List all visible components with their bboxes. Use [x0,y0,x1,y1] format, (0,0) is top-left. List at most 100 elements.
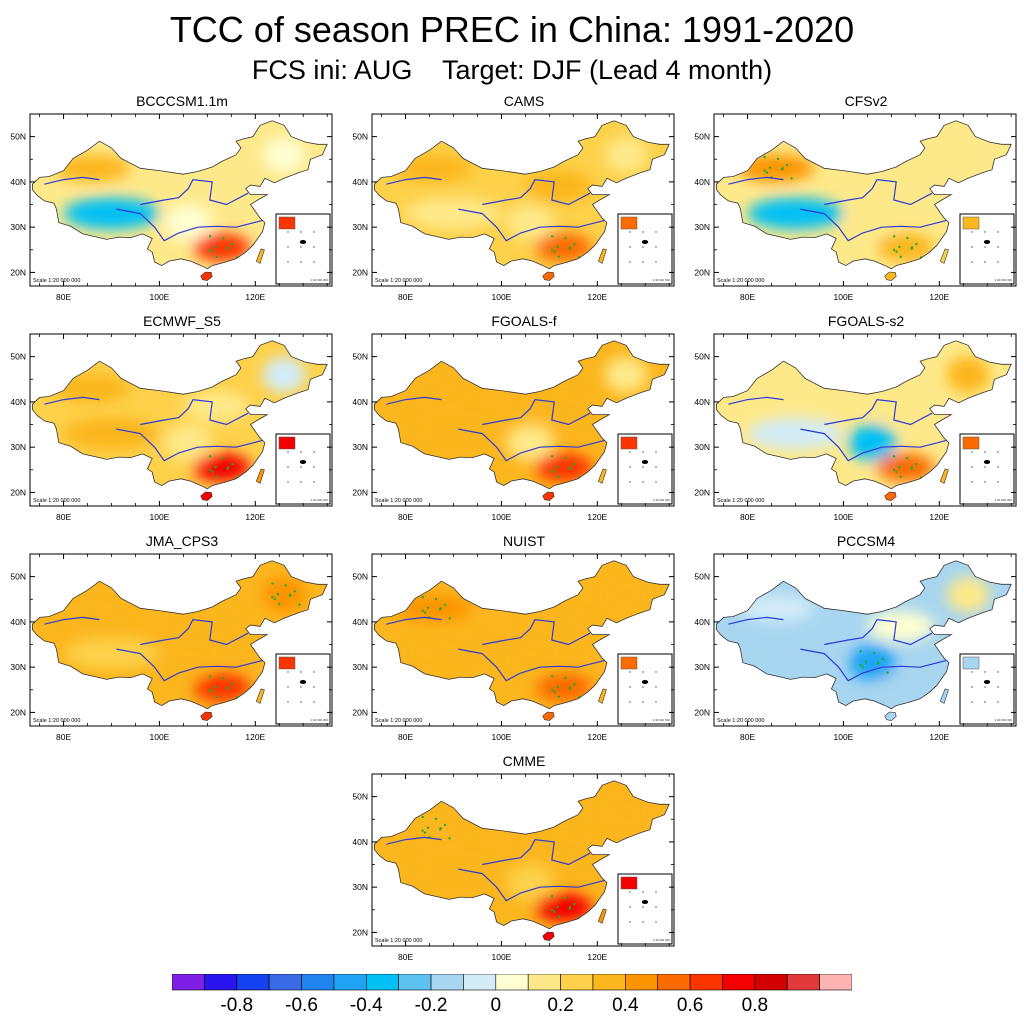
inset-dot [984,261,986,263]
significance-dot [573,682,576,686]
yellow-river [482,618,591,646]
colorbar-swatch [689,974,723,991]
lat-tick-label: 30N [694,442,710,452]
lat-tick-label: 40N [10,177,26,187]
tarim-river [728,396,784,405]
lat-tick-label: 50N [694,352,710,362]
inset-coast [278,216,296,230]
region-north [867,170,935,203]
colorbar-label: 0.6 [677,995,703,1016]
yangtze-river [116,428,263,462]
map-panel: PCCSM4 1:40 000 000 Scale 1:20 000 000 20N 3… [686,532,1024,746]
significance-dot [214,685,217,689]
inset-dot [655,686,657,688]
inset-coast [962,436,980,450]
inset-dot [313,231,315,233]
region-north [183,610,251,643]
significance-dot [208,235,212,238]
inset-dot [300,231,302,233]
colorbar-swatch [172,974,205,991]
inset-coast [962,216,980,230]
significance-dot [876,662,880,665]
panel-title: JMA_CPS3 [145,533,219,549]
hainan-island [884,711,897,721]
inset-island [641,240,649,244]
map-panel: BCCCSM1.1m 1:40 000 000 Scale 1:20 000 000… [2,92,342,306]
inset-dot [997,246,999,248]
lon-tick-label: 80E [56,732,71,742]
lon-tick-label: 100E [491,732,511,742]
region-central [506,864,555,901]
colorbar-swatch [430,974,464,991]
colorbar-swatch [786,974,820,991]
scale-label: Scale 1:20 000 000 [717,718,764,724]
inset-dot [642,701,644,703]
map-plot: 1:40 000 000 Scale 1:20 000 000 20N 30N 40N 5… [10,113,333,302]
inset-scale-label: 1:40 000 000 [652,498,670,502]
inset-dot [642,231,644,233]
inset-dot [629,451,631,453]
significance-dot [288,594,292,597]
hainan-island [200,711,213,721]
significance-dot [564,896,567,900]
inset-dot [655,246,657,248]
region-northwest [395,154,473,182]
map-plot: 1:40 000 000 Scale 1:20 000 000 20N 30N 40N 5… [352,773,675,962]
panel-title: NUIST [503,533,545,549]
significance-dot [550,235,554,238]
significance-dot [271,595,274,599]
hainan-island [200,271,213,281]
yangtze-river [116,208,263,242]
region-south [192,673,251,703]
yellow-river [140,618,249,646]
lat-tick-label: 40N [694,177,710,187]
panel-title: FGOALS-s2 [827,313,905,329]
lat-tick-label: 50N [10,572,26,582]
taiwan-island [597,908,607,924]
lat-tick-label: 30N [694,222,710,232]
significance-dot [550,908,554,912]
inset-dot [997,671,999,673]
significance-dot [892,235,896,238]
taiwan-island [597,248,607,264]
inset-dot [629,891,631,893]
region-northeast [262,356,306,393]
region-central [848,644,897,681]
significance-dot [550,675,554,678]
inset-dot [629,246,631,248]
inset-dot [642,466,644,468]
inset-island [983,680,991,684]
significance-dot [298,603,301,606]
lon-tick-label: 80E [398,292,413,302]
region-northeast [946,356,990,393]
inset-dot [313,481,315,483]
map-plot: 1:40 000 000 Scale 1:20 000 000 20N 30N 40N 5… [694,113,1017,302]
significance-dot [208,675,212,678]
region-north [183,170,251,203]
inset-dot [655,231,657,233]
significance-dot [859,650,862,653]
inset-dot [642,686,644,688]
inset-dot [997,231,999,233]
significance-dot [208,688,212,692]
tarim-river [44,616,100,625]
inset-dot [300,701,302,703]
significance-dot [915,242,918,246]
lat-tick-label: 50N [352,792,368,802]
lat-tick-label: 40N [10,617,26,627]
lon-tick-label: 100E [149,732,169,742]
region-northwest [737,594,815,622]
significance-dot [448,617,451,620]
lat-tick-label: 30N [352,222,368,232]
region-south [534,673,593,703]
china-border [373,560,670,710]
lon-tick-label: 120E [587,512,607,522]
significance-dot [231,242,234,246]
region-north [525,830,593,863]
inset-dot [287,451,289,453]
lat-tick-label: 40N [694,397,710,407]
hainan-island [200,491,213,501]
panel-title: CMME [502,753,546,769]
significance-dot [906,456,909,460]
inset-dot [629,906,631,908]
